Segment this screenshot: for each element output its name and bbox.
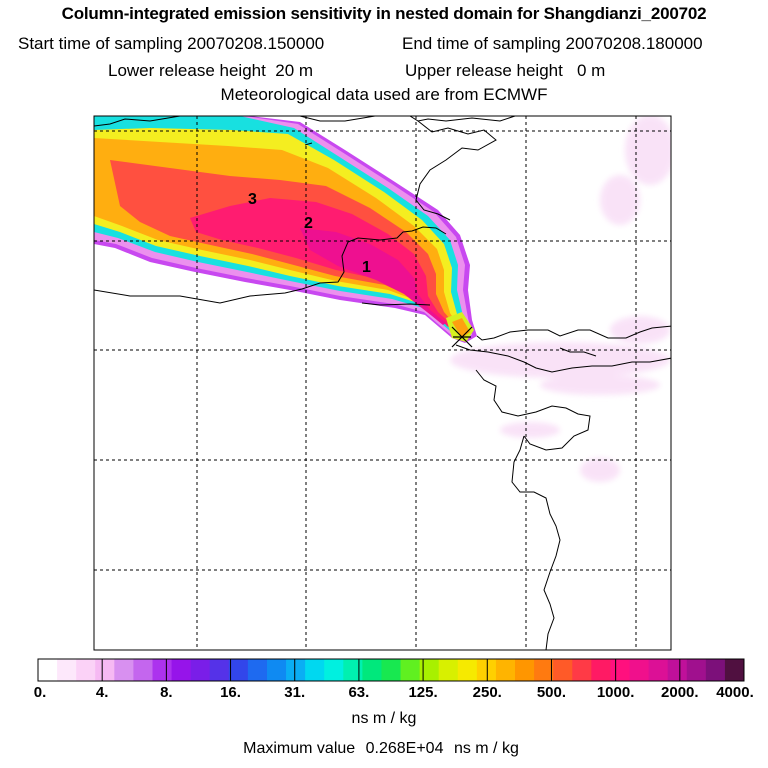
- colorbar-swatch: [534, 659, 554, 681]
- colorbar-tick-label: 16.: [220, 684, 241, 701]
- colorbar-swatch: [343, 659, 363, 681]
- met-data-line: Meteorological data used are from ECMWF: [220, 85, 548, 104]
- colorbar-tick-label: 4000.: [716, 684, 754, 701]
- faint-sensitivity-patches: [450, 116, 671, 482]
- upper-height-line: Upper release height 0 m: [405, 61, 605, 81]
- map-title: Column-integrated emission sensitivity i…: [61, 4, 707, 23]
- max-value: 0.268E+04: [365, 740, 444, 757]
- colorbar-swatch: [209, 659, 230, 681]
- colorbar-swatch: [171, 659, 192, 681]
- colorbar-tick-label: 250.: [472, 684, 502, 701]
- plume-band-core: [300, 228, 446, 325]
- colorbar-swatch: [438, 659, 459, 681]
- colorbar-swatch: [266, 659, 287, 681]
- coastlines: [94, 116, 671, 650]
- start-time-label: Start time of sampling: [18, 34, 183, 53]
- start-time-line: Start time of sampling 20070208.150000: [18, 34, 324, 54]
- colorbar-swatch: [324, 659, 344, 681]
- colorbar-swatch: [591, 659, 611, 681]
- colorbar-tick-label: 2000.: [661, 684, 699, 701]
- colorbar-frame: [37, 658, 745, 682]
- colorbar-swatch: [152, 659, 173, 681]
- plume-contours: [94, 116, 477, 343]
- colorbar-swatch: [724, 659, 745, 681]
- colorbar-swatch: [457, 659, 478, 681]
- colorbar-swatch: [381, 659, 402, 681]
- colorbar-swatch: [133, 659, 153, 681]
- colorbar-swatch: [38, 659, 58, 681]
- maximum-value-line: Maximum value 0.268E+04 ns m / kg: [0, 740, 768, 758]
- colorbar-swatch: [476, 659, 497, 681]
- colorbar: [37, 658, 745, 682]
- plume-label-1: 1: [362, 259, 371, 276]
- max-value-units: ns m / kg: [453, 740, 519, 757]
- colorbar-swatch: [57, 659, 77, 681]
- lower-height-line: Lower release height 20 m: [108, 61, 313, 81]
- colorbar-tick-label: 500.: [536, 684, 567, 701]
- colorbar-tick-label: 31.: [284, 684, 306, 701]
- colorbar-swatch: [629, 659, 650, 681]
- colorbar-swatch: [247, 659, 268, 681]
- upper-height-label: Upper release height: [405, 61, 563, 80]
- colorbar-tick-label: 1000.: [596, 684, 635, 701]
- colorbar-swatch: [400, 659, 421, 681]
- lower-height-label: Lower release height: [108, 61, 266, 80]
- colorbar-swatch: [705, 659, 726, 681]
- upper-height-value: 0 m: [577, 61, 606, 80]
- colorbar-swatch: [228, 659, 249, 681]
- colorbar-swatch: [553, 659, 573, 681]
- colorbar-units: ns m / kg: [351, 710, 417, 727]
- end-time-label: End time of sampling: [402, 34, 561, 53]
- end-time-value: 20070208.180000: [565, 34, 703, 53]
- colorbar-swatch: [686, 659, 707, 681]
- colorbar-swatch: [572, 659, 592, 681]
- colorbar-swatch: [76, 659, 96, 681]
- lower-height-value: 20 m: [275, 61, 314, 80]
- colorbar-swatch: [667, 659, 688, 681]
- colorbar-tick-label: 0.: [33, 684, 47, 701]
- colorbar-swatch: [286, 659, 306, 681]
- colorbar-swatch: [648, 659, 669, 681]
- colorbar-swatch: [362, 659, 382, 681]
- lat-lon-grid: [94, 116, 671, 650]
- max-value-label: Maximum value: [243, 740, 356, 757]
- start-time-value: 20070208.150000: [187, 34, 325, 53]
- plume-layer: [94, 116, 671, 482]
- end-time-line: End time of sampling 20070208.180000: [402, 34, 703, 54]
- colorbar-tick-label: 4.: [95, 684, 109, 701]
- colorbar-swatch: [114, 659, 134, 681]
- colorbar-swatch: [419, 659, 440, 681]
- plume-label-3: 3: [248, 191, 257, 208]
- colorbar-tick-label: 125.: [408, 684, 438, 701]
- colorbar-swatch: [95, 659, 115, 681]
- map-frame: [93, 115, 672, 651]
- colorbar-swatch: [515, 659, 535, 681]
- plume-label-2: 2: [304, 215, 313, 232]
- release-site-cross-icon: [451, 326, 473, 348]
- colorbar-tick-label: 8.: [160, 684, 173, 701]
- colorbar-swatch: [190, 659, 211, 681]
- colorbar-tick-label: 63.: [348, 684, 370, 701]
- plume-band-crimson: [190, 198, 452, 327]
- colorbar-swatch: [495, 659, 516, 681]
- colorbar-swatch: [305, 659, 325, 681]
- colorbar-swatch: [610, 659, 631, 681]
